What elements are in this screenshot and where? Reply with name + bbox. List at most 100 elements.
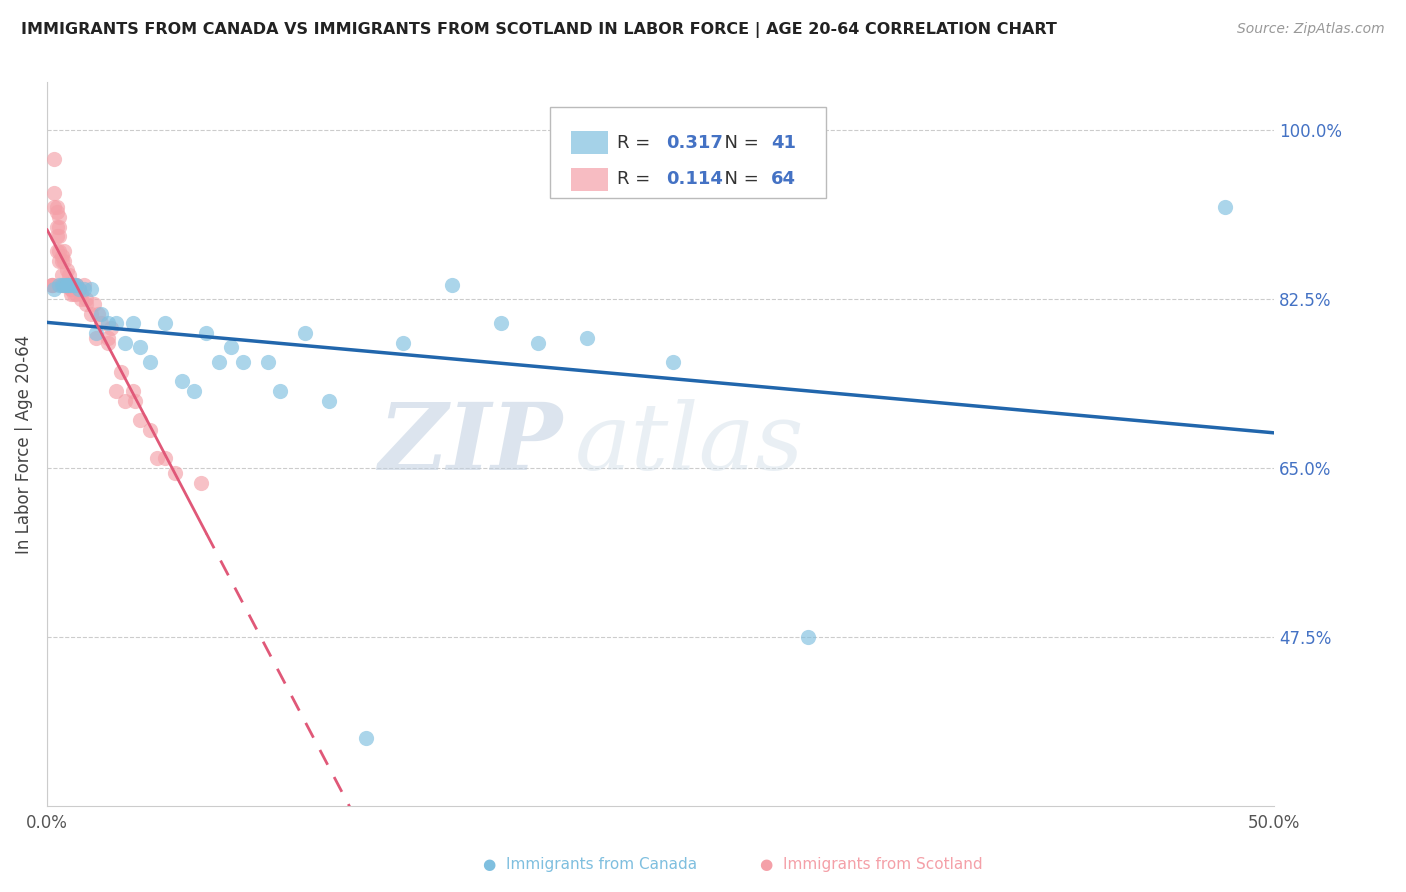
- Point: [48, 219, 70, 234]
- Point: [58, 277, 80, 292]
- Bar: [571, 131, 607, 154]
- Text: 0.114: 0.114: [666, 170, 724, 188]
- Text: R =: R =: [617, 170, 657, 188]
- Point: [84, 331, 107, 345]
- Point: [58, 277, 80, 292]
- Point: [104, 384, 127, 398]
- Point: [163, 466, 186, 480]
- Point: [63, 277, 86, 292]
- Point: [53, 277, 76, 292]
- Point: [1213, 201, 1236, 215]
- Point: [124, 393, 146, 408]
- Point: [153, 451, 176, 466]
- Point: [44, 152, 66, 166]
- Point: [51, 277, 73, 292]
- Point: [45, 201, 67, 215]
- Point: [195, 326, 218, 340]
- Point: [75, 297, 97, 311]
- Point: [139, 355, 162, 369]
- Point: [51, 253, 73, 268]
- Point: [90, 316, 112, 330]
- Point: [170, 374, 193, 388]
- Point: [53, 244, 76, 258]
- Point: [80, 307, 103, 321]
- Point: [70, 287, 93, 301]
- Point: [104, 316, 127, 330]
- Text: 0.317: 0.317: [666, 134, 724, 152]
- Point: [48, 229, 70, 244]
- Point: [256, 355, 278, 369]
- Point: [73, 277, 96, 292]
- Text: atlas: atlas: [575, 399, 804, 489]
- Point: [55, 277, 77, 292]
- Text: 41: 41: [770, 134, 796, 152]
- Point: [58, 277, 80, 292]
- Point: [294, 326, 316, 340]
- Point: [53, 277, 76, 292]
- Point: [51, 249, 73, 263]
- Point: [60, 287, 83, 301]
- Point: [83, 297, 105, 311]
- Point: [129, 413, 152, 427]
- Point: [65, 277, 87, 292]
- Point: [51, 268, 73, 282]
- Point: [65, 277, 87, 292]
- Point: [65, 287, 87, 301]
- Text: N =: N =: [713, 134, 765, 152]
- Point: [48, 244, 70, 258]
- Point: [121, 384, 143, 398]
- Point: [45, 244, 67, 258]
- Point: [48, 253, 70, 268]
- Point: [87, 307, 110, 321]
- FancyBboxPatch shape: [550, 107, 827, 198]
- Point: [60, 283, 83, 297]
- Point: [208, 355, 231, 369]
- Text: ZIP: ZIP: [378, 399, 562, 489]
- Point: [41, 277, 63, 292]
- Point: [97, 331, 120, 345]
- Point: [661, 355, 683, 369]
- Point: [90, 307, 112, 321]
- Point: [153, 316, 176, 330]
- Point: [575, 331, 598, 345]
- Point: [63, 287, 86, 301]
- Point: [114, 393, 136, 408]
- Point: [67, 283, 90, 297]
- Point: [97, 316, 120, 330]
- Point: [55, 277, 77, 292]
- Point: [110, 365, 132, 379]
- Text: Source: ZipAtlas.com: Source: ZipAtlas.com: [1237, 22, 1385, 37]
- Point: [80, 283, 103, 297]
- Point: [53, 277, 76, 292]
- Point: [48, 210, 70, 224]
- Point: [45, 229, 67, 244]
- Text: IMMIGRANTS FROM CANADA VS IMMIGRANTS FROM SCOTLAND IN LABOR FORCE | AGE 20-64 CO: IMMIGRANTS FROM CANADA VS IMMIGRANTS FRO…: [21, 22, 1057, 38]
- Point: [129, 340, 152, 354]
- Point: [41, 277, 63, 292]
- Point: [60, 283, 83, 297]
- Point: [440, 277, 463, 292]
- Point: [44, 186, 66, 200]
- Point: [146, 451, 169, 466]
- Point: [53, 253, 76, 268]
- Point: [67, 283, 90, 297]
- Point: [219, 340, 242, 354]
- Point: [55, 263, 77, 277]
- Point: [183, 384, 205, 398]
- Point: [70, 292, 93, 306]
- Point: [45, 219, 67, 234]
- Point: [58, 268, 80, 282]
- Point: [45, 205, 67, 219]
- Point: [354, 731, 377, 746]
- Point: [63, 277, 86, 292]
- Point: [121, 316, 143, 330]
- Text: N =: N =: [713, 170, 765, 188]
- Point: [41, 277, 63, 292]
- Point: [232, 355, 254, 369]
- Point: [75, 292, 97, 306]
- Text: R =: R =: [617, 134, 657, 152]
- Point: [84, 326, 107, 340]
- Point: [60, 277, 83, 292]
- Point: [139, 423, 162, 437]
- Point: [53, 277, 76, 292]
